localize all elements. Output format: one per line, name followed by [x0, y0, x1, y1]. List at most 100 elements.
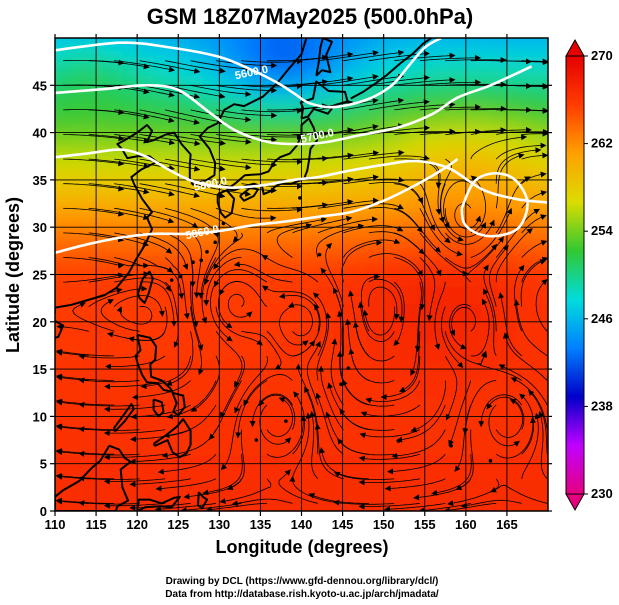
streamline — [261, 255, 319, 283]
streamline — [114, 277, 171, 292]
field-cell — [285, 340, 303, 361]
coast-islet — [488, 459, 493, 463]
field-cell — [55, 94, 56, 115]
field-cell — [120, 246, 139, 266]
field-cell — [219, 38, 237, 58]
streamline — [488, 404, 520, 447]
field-cell — [383, 397, 402, 418]
field-cell — [219, 435, 237, 456]
streamline — [292, 75, 354, 86]
field-cell — [22, 189, 39, 209]
streamline — [210, 281, 233, 342]
streamline — [419, 232, 469, 277]
streamline — [348, 348, 395, 384]
colorbar: 230 238 246 254 262 270 — [565, 38, 613, 512]
field-cell — [416, 397, 434, 418]
field-cell — [564, 530, 581, 550]
field-cell — [367, 416, 385, 437]
field-cell — [202, 454, 221, 475]
streamline — [55, 398, 115, 406]
field-cell — [55, 38, 56, 39]
field-cell — [515, 473, 533, 494]
field-cell — [202, 208, 221, 229]
field-cell — [104, 94, 122, 115]
field-cell — [268, 473, 286, 494]
streamline — [165, 207, 220, 239]
field-cell — [219, 246, 237, 266]
field-cell — [153, 246, 171, 266]
field-cell — [87, 94, 106, 115]
streamline — [343, 176, 405, 185]
field-cell — [515, 302, 533, 323]
field-cell — [498, 340, 517, 361]
streamline — [490, 484, 548, 504]
field-cell — [498, 265, 517, 285]
streamline — [394, 128, 456, 135]
streamline — [114, 232, 173, 254]
field-cell — [285, 189, 303, 210]
wind-streamlines — [55, 49, 548, 511]
field-cell — [186, 265, 204, 285]
streamline — [441, 306, 464, 369]
streamline — [317, 124, 379, 135]
field-cell — [400, 132, 418, 153]
field-cell — [334, 246, 352, 266]
streamline — [201, 257, 217, 324]
height-contour — [55, 65, 533, 146]
streamline — [55, 448, 115, 455]
streamline — [116, 305, 153, 325]
streamline — [114, 60, 175, 73]
streamline — [358, 503, 420, 510]
field-cell — [153, 416, 171, 437]
field-cell — [433, 378, 451, 399]
field-cell — [104, 492, 122, 511]
field-cell — [285, 321, 303, 342]
field-cell — [137, 435, 155, 456]
field-cell — [120, 189, 139, 210]
field-cell — [350, 435, 369, 456]
streamline — [368, 99, 430, 111]
field-cell — [71, 530, 88, 550]
streamline — [337, 310, 344, 381]
field-cell — [120, 340, 139, 361]
streamline — [449, 306, 477, 337]
streamline — [520, 259, 547, 307]
streamline — [63, 134, 125, 142]
field-cell — [482, 94, 500, 115]
field-cell — [350, 284, 369, 304]
streamline — [495, 416, 536, 459]
field-cell — [202, 473, 221, 494]
field-cell — [531, 265, 548, 285]
streamline — [495, 142, 547, 160]
streamline — [63, 272, 125, 283]
streamline — [202, 454, 243, 496]
field-cell — [71, 435, 89, 456]
field-cell — [252, 492, 270, 511]
y-tick-label: 20 — [33, 315, 47, 330]
streamline — [215, 84, 278, 94]
field-cell — [71, 56, 89, 77]
field-cell — [465, 340, 484, 361]
streamline — [215, 134, 278, 143]
field-cell — [170, 530, 187, 550]
streamline — [190, 84, 252, 98]
coast-samar-leyte — [171, 391, 186, 417]
field-cell — [71, 416, 89, 437]
field-cell — [433, 246, 451, 266]
field-cell — [104, 530, 121, 550]
field-cell — [268, 189, 286, 210]
field-cell — [531, 56, 548, 77]
streamline — [444, 208, 487, 238]
field-cell — [466, 530, 483, 550]
field-cell — [400, 284, 418, 304]
field-cell — [416, 492, 434, 511]
colorbar-body — [565, 55, 585, 495]
streamline — [368, 286, 400, 320]
field-cell — [268, 246, 286, 266]
streamline — [337, 438, 395, 456]
field-cell — [482, 246, 500, 266]
streamline — [215, 207, 277, 222]
field-cell — [55, 302, 73, 323]
field-cell — [334, 454, 352, 475]
